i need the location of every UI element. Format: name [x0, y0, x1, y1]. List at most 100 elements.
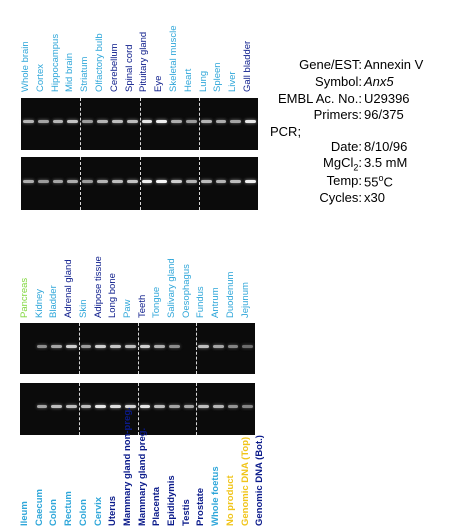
- panel1-bottom-band: [97, 179, 108, 183]
- panel1-bottom-band: [200, 179, 212, 183]
- panel2-top-band: [154, 344, 165, 348]
- lane-label: Fundus: [195, 286, 207, 318]
- lane-label: Duodenum: [224, 271, 236, 318]
- lane-divider: [137, 323, 139, 374]
- mgcl2-key-colon: :: [358, 155, 362, 170]
- panel1-top-band: [245, 120, 256, 124]
- lane-label: Jejunum: [239, 282, 251, 318]
- lane-label: Spleen: [212, 62, 224, 92]
- panel1-top-band: [200, 120, 212, 124]
- lane-divider: [139, 157, 141, 210]
- panel2-top-band: [198, 344, 209, 348]
- panel2-bottom-band: [95, 405, 107, 409]
- symbol-value: Anx5: [364, 74, 394, 89]
- date-key: Date:: [330, 139, 362, 154]
- embl-key: EMBL Ac. No.:: [277, 91, 362, 106]
- lane-divider: [78, 383, 80, 435]
- lane-divider: [198, 98, 200, 150]
- lane-label: Adrenal gland: [63, 259, 75, 318]
- date-row: Date: 8/10/96: [268, 139, 458, 157]
- lane-label: Eye: [153, 75, 165, 92]
- panel1-bottom-band: [245, 179, 256, 183]
- panel2-bottom-band: [212, 405, 224, 409]
- lane-label: Mammary gland preg.: [136, 427, 148, 526]
- panel1-bottom-band: [156, 179, 168, 183]
- panel2-bottom-band: [227, 405, 239, 409]
- mgcl2-key-main: MgCl: [323, 155, 354, 170]
- panel2-top-band: [110, 344, 121, 348]
- cycles-value: x30: [364, 190, 385, 205]
- lane-label: Epididymis: [166, 475, 177, 526]
- temp-number: 55: [364, 174, 379, 190]
- panel2-bottom-band: [242, 405, 253, 409]
- panel2-top-band: [227, 344, 239, 348]
- temp-row: Temp: 55oC: [268, 173, 458, 191]
- lane-label: Teeth: [136, 294, 148, 318]
- temp-key: Temp:: [326, 173, 362, 188]
- panel2-top-band: [80, 344, 92, 348]
- panel2-bottom-band: [183, 405, 195, 409]
- panel1-bottom-band: [67, 179, 79, 183]
- panel2-top-band: [212, 344, 224, 348]
- panel2-bottom-band: [139, 405, 151, 409]
- lane-label: No product: [224, 475, 236, 526]
- panel1-top-band: [97, 120, 108, 124]
- temp-degree: o: [378, 173, 384, 183]
- panel1-bottom-band: [215, 179, 227, 183]
- lane-label: Testis: [180, 499, 192, 526]
- panel1-top-band: [111, 120, 123, 124]
- lane-label: Prostate: [195, 487, 207, 526]
- panel1-top-band: [126, 120, 138, 124]
- panel2-bottom-band: [154, 405, 165, 409]
- lane-divider: [198, 157, 200, 210]
- symbol-key: Symbol:: [315, 74, 362, 89]
- lane-label: Kidney: [33, 288, 45, 318]
- lane-label: Caecum: [33, 489, 45, 526]
- symbol-row: Symbol: Anx5: [268, 74, 458, 92]
- mgcl2-key: MgCl2:: [323, 155, 362, 173]
- lane-label: Rectum: [63, 491, 75, 526]
- lane-label: Bladder: [48, 285, 60, 318]
- lane-divider: [80, 98, 82, 150]
- lane-divider: [196, 383, 198, 435]
- lane-label: Mid brain: [64, 52, 76, 92]
- lane-label: Salivary gland: [166, 258, 177, 318]
- lane-label: Placenta: [151, 486, 163, 526]
- mgcl2-key-sub: 2: [353, 162, 359, 173]
- primers-key: Primers:: [313, 107, 362, 122]
- lane-label: Spinal cord: [123, 44, 135, 92]
- panel2-bottom-band: [198, 405, 209, 409]
- lane-label: Oesophagus: [180, 264, 192, 318]
- lane-label: Uterus: [107, 495, 119, 526]
- lane-label: Whole foetus: [210, 466, 222, 526]
- date-value: 8/10/96: [364, 139, 408, 154]
- embl-value: U29396: [364, 91, 410, 106]
- lane-label: Olfactory bulb: [94, 33, 105, 92]
- panel1-top-band: [156, 120, 168, 124]
- panel1-bottom-band: [230, 179, 242, 183]
- gene-value: Annexin V: [364, 57, 424, 72]
- mgcl2-row: MgCl2: 3.5 mM: [268, 155, 458, 173]
- lane-label: Genomic DNA (Bot.): [254, 435, 266, 526]
- lane-label: Paw: [121, 299, 133, 318]
- lane-label: Genomic DNA (Top): [239, 436, 251, 526]
- panel1-top-band: [171, 120, 182, 124]
- lane-divider: [196, 323, 198, 374]
- lane-divider: [139, 98, 141, 150]
- panel1-top-band: [52, 120, 64, 124]
- temp-value: 55oC: [364, 173, 393, 189]
- gene-row: Gene/EST: Annexin V: [268, 57, 458, 75]
- lane-label: Lung: [197, 70, 209, 92]
- panel1-top-band: [215, 120, 227, 124]
- panel2-bottom-band: [51, 405, 63, 409]
- panel1-gel-bottom: [21, 157, 258, 210]
- temp-unit: C: [383, 174, 393, 190]
- cycles-key: Cycles:: [319, 190, 362, 205]
- lane-label: Skeletal muscle: [168, 25, 179, 92]
- lane-divider: [137, 383, 139, 435]
- panel2-top-band: [168, 344, 180, 348]
- panel2-bottom-band: [124, 405, 136, 409]
- panel2-top-band: [242, 344, 253, 348]
- panel2-bottom-band: [66, 405, 77, 409]
- lane-label: Adipose tissue: [92, 256, 104, 318]
